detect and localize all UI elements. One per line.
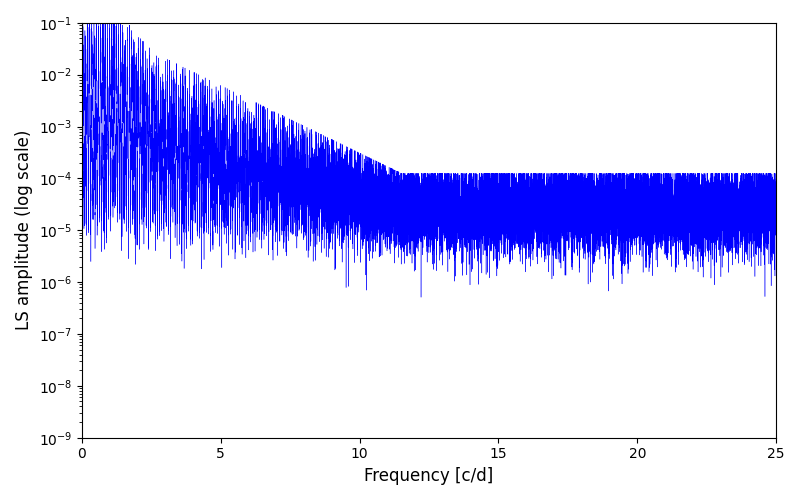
Y-axis label: LS amplitude (log scale): LS amplitude (log scale) (15, 130, 33, 330)
X-axis label: Frequency [c/d]: Frequency [c/d] (364, 467, 494, 485)
